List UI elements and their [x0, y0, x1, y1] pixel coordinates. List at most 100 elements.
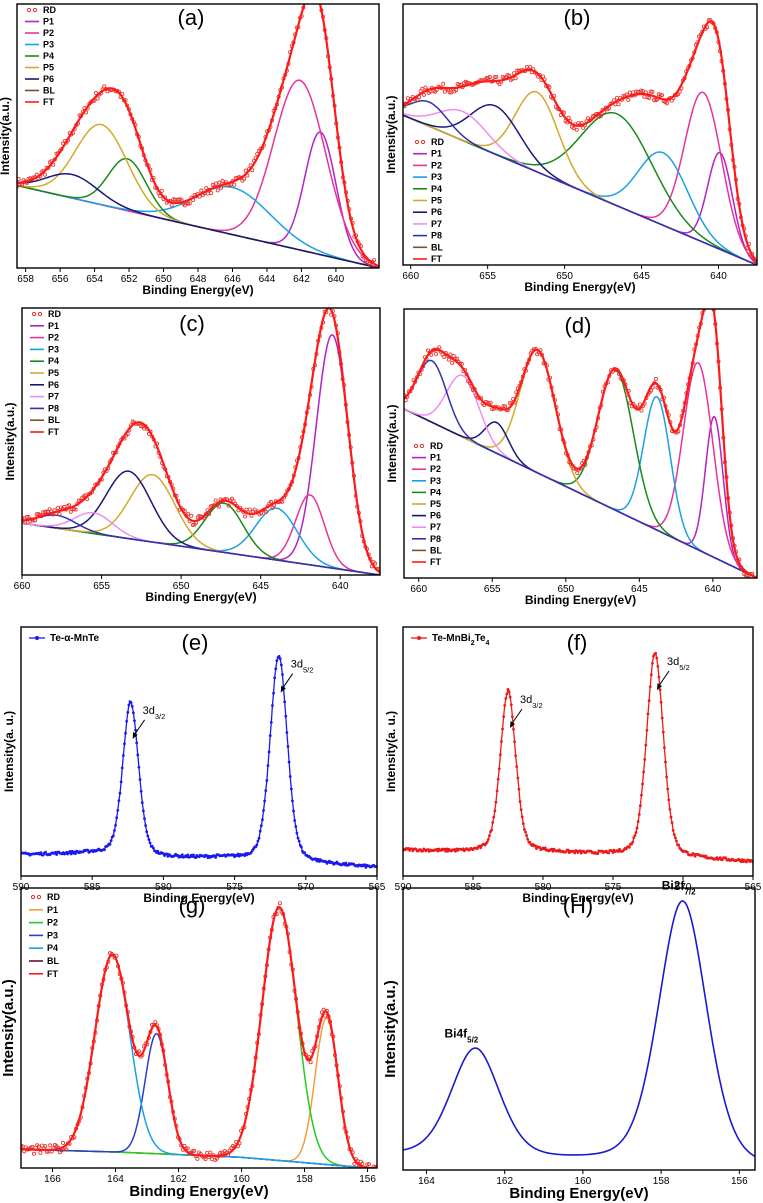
plot-area: [17, 4, 379, 268]
legend-label: P7: [48, 392, 59, 402]
legend-label: BL: [47, 956, 59, 966]
y-axis-label: Intensity(a.u.): [384, 95, 398, 173]
raw-data-point: [754, 580, 757, 583]
raw-data-point: [362, 1170, 365, 1173]
spectrum-marker: [257, 836, 261, 840]
spectrum-marker: [551, 849, 555, 853]
spectrum-marker: [479, 846, 483, 850]
spectrum-marker: [566, 848, 570, 852]
raw-data-point: [247, 507, 252, 512]
spectrum-marker: [143, 817, 146, 821]
legend-marker: [420, 139, 426, 145]
raw-data-point: [503, 404, 508, 409]
spectrum-marker: [663, 746, 666, 750]
annotation-base: Bi4f: [444, 1027, 468, 1041]
spectrum-marker: [515, 765, 519, 769]
spectrum-marker: [669, 815, 673, 819]
spectrum-marker: [278, 657, 282, 661]
legend-label: P3: [430, 476, 441, 486]
raw-data-point: [447, 90, 452, 95]
legend-label: P4: [48, 356, 59, 366]
raw-data-point: [61, 1140, 66, 1145]
spectrum-marker: [704, 854, 708, 858]
raw-data-point: [304, 4, 306, 5]
legend-marker: [26, 7, 32, 13]
raw-data-point: [209, 191, 214, 196]
spectrum-marker: [524, 830, 527, 834]
raw-data-point: [189, 513, 194, 518]
annotation-arrow: [133, 719, 146, 737]
raw-data-point: [375, 266, 379, 268]
spectrum-marker: [124, 731, 127, 735]
raw-data-point: [492, 75, 497, 80]
spectrum-marker: [316, 857, 320, 861]
spectrum-marker: [517, 787, 521, 791]
spectrum-marker: [275, 659, 279, 663]
legend-label: P1: [48, 321, 59, 331]
raw-data-point: [64, 1147, 69, 1152]
spectrum-marker: [121, 754, 125, 757]
peak-p8: [403, 100, 757, 265]
spectrum-marker: [643, 758, 647, 761]
raw-data-point: [571, 126, 576, 131]
panel-label: (f): [567, 630, 588, 655]
spectrum-marker: [525, 834, 528, 837]
legend-label-part: Te: [475, 633, 486, 644]
spectrum-marker: [512, 727, 515, 731]
spectrum-marker: [292, 809, 295, 813]
x-tick-label: 655: [93, 581, 110, 592]
raw-data-point: [615, 95, 620, 100]
spectrum-marker: [54, 850, 57, 854]
y-axis-label: Intensity(a.u.): [382, 980, 399, 1078]
annotation-arrowhead: [280, 685, 286, 693]
spectrum-marker: [145, 830, 149, 834]
spectrum-marker: [493, 809, 497, 813]
legend-label: P6: [430, 511, 441, 521]
x-tick-label: 654: [86, 274, 103, 285]
raw-data-point: [487, 75, 492, 80]
raw-data-point: [270, 505, 275, 510]
spectrum-marker: [659, 700, 663, 704]
legend-label-part: Te-MnBi: [432, 633, 471, 644]
raw-data-point: [242, 514, 247, 519]
spectrum-marker: [255, 843, 259, 847]
spectrum-marker: [506, 688, 510, 691]
x-tick-label: 158: [653, 1176, 670, 1187]
plot-area: [21, 901, 377, 1173]
legend-label: P8: [431, 231, 442, 241]
spectrum-marker: [661, 730, 665, 734]
spectrum-marker: [263, 799, 267, 803]
raw-data-point: [626, 97, 631, 102]
spectrum-marker: [521, 822, 525, 826]
legend-label: BL: [48, 415, 60, 425]
raw-data-point: [21, 1143, 23, 1148]
raw-data-point: [43, 1144, 48, 1149]
raw-data-point: [707, 293, 710, 296]
raw-data-point: [660, 93, 665, 98]
spectrum-marker: [520, 815, 524, 819]
spectrum-marker: [113, 829, 116, 832]
x-tick-label: 660: [14, 581, 31, 592]
spectrum-marker: [111, 834, 115, 838]
panel-label: (e): [182, 630, 209, 655]
spectrum-marker: [273, 676, 277, 680]
spectrum-marker: [299, 845, 303, 849]
raw-data-points: [22, 308, 380, 575]
raw-data-point: [710, 299, 713, 302]
spectrum-marker: [108, 842, 112, 846]
spectrum-marker: [644, 743, 648, 747]
spectrum-marker: [421, 849, 425, 853]
spectrum-marker: [134, 728, 137, 732]
spectrum-marker: [652, 654, 655, 658]
spectrum-marker: [656, 664, 660, 668]
legend-label: P2: [430, 464, 441, 474]
legend-label: FT: [431, 254, 442, 264]
raw-data-point: [451, 353, 456, 358]
spectrum-marker: [44, 850, 47, 854]
panel-label: (b): [564, 5, 591, 30]
annotation-label: 3d3/2: [520, 694, 543, 710]
annotation-sub: 3/2: [155, 711, 165, 720]
annotation-arrowhead: [657, 683, 662, 691]
spectrum-marker: [267, 750, 271, 754]
